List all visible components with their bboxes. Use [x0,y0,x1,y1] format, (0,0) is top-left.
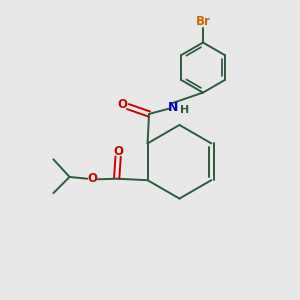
Text: O: O [88,172,98,185]
Text: O: O [118,98,128,111]
Text: O: O [113,145,123,158]
Text: N: N [167,101,178,114]
Text: H: H [180,105,190,116]
Text: Br: Br [196,15,210,28]
